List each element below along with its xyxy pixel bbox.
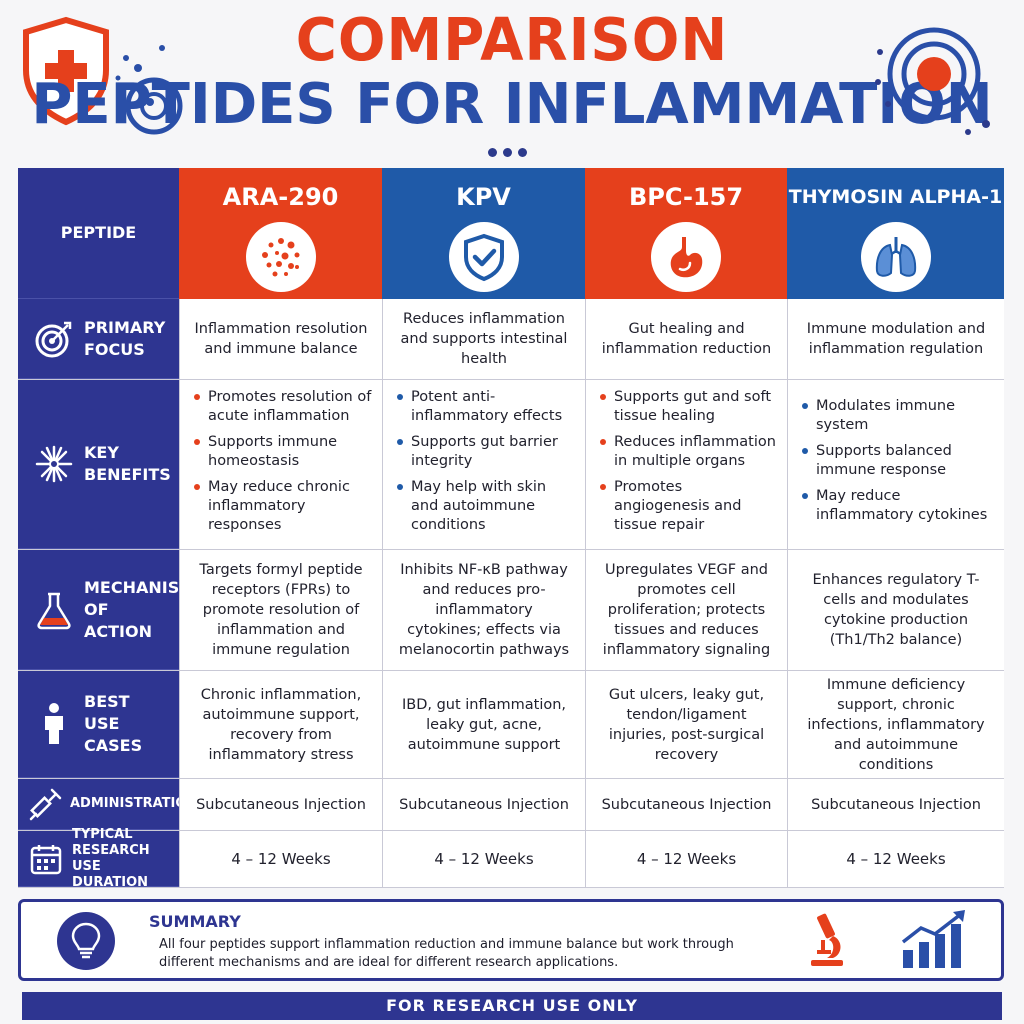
footer-banner: FOR RESEARCH USE ONLY — [22, 992, 1002, 1020]
key-benefits-thymosin: Modulates immune system Supports balance… — [787, 380, 1004, 549]
list-item: May reduce inflammatory cytokines — [800, 487, 996, 525]
best-use-bpc157: Gut ulcers, leaky gut, tendon/ligament i… — [585, 671, 787, 778]
corner-label-text: PEPTIDE — [60, 223, 137, 242]
duration-ara290: 4 – 12 Weeks — [179, 831, 382, 887]
list-item: Supports balanced immune response — [800, 442, 996, 480]
list-item: Modulates immune system — [800, 397, 996, 435]
medical-shield-icon — [23, 16, 183, 135]
row-label-text: KEY BENEFITS — [84, 443, 171, 484]
list-item: Reduces inflammation in multiple organs — [598, 433, 779, 471]
title-line-1: COMPARISON — [295, 6, 729, 75]
growth-chart-icon — [901, 910, 965, 968]
primary-focus-bpc157: Gut healing and inflammation reduction — [585, 299, 787, 379]
list-item: Promotes resolution of acute inflammatio… — [192, 388, 374, 426]
peptide-name: THYMOSIN ALPHA-1 — [788, 186, 1003, 208]
peptide-name: BPC-157 — [628, 183, 744, 211]
primary-focus-thymosin: Immune modulation and inflammation regul… — [787, 299, 1004, 379]
duration-thymosin: 4 – 12 Weeks — [787, 831, 1004, 887]
peptide-name: KPV — [456, 183, 511, 211]
row-label-key-benefits: KEY BENEFITS — [18, 380, 179, 549]
row-label-mechanism: MECHANISM OF ACTION — [18, 550, 196, 670]
decorative-dots-icon — [488, 142, 536, 157]
calendar-icon — [28, 842, 64, 876]
administration-thymosin: Subcutaneous Injection — [787, 779, 1004, 830]
burst-icon — [32, 444, 76, 484]
row-duration: TYPICAL RESEARCH USE DURATION 4 – 12 Wee… — [18, 827, 1004, 890]
primary-focus-kpv: Reduces inflammation and supports intest… — [382, 299, 585, 379]
best-use-ara290: Chronic inflammation, autoimmune support… — [179, 671, 382, 778]
list-item: May reduce chronic inflammatory response… — [192, 478, 374, 535]
syringe-icon — [28, 786, 64, 822]
key-benefits-bpc157: Supports gut and soft tissue healing Red… — [585, 380, 787, 549]
comparison-table: PEPTIDE ARA-290 KPV — [18, 168, 1004, 890]
list-item: Supports immune homeostasis — [192, 433, 374, 471]
primary-focus-ara290: Inflammation resolution and immune balan… — [179, 299, 382, 379]
peptide-header-kpv: KPV — [382, 168, 585, 299]
table-header-row: PEPTIDE ARA-290 KPV — [18, 168, 1004, 299]
row-label-text: MECHANISM OF ACTION — [84, 577, 196, 641]
row-label-text: TYPICAL RESEARCH USE DURATION — [72, 826, 150, 890]
peptide-header-ara290: ARA-290 — [179, 168, 382, 299]
duration-bpc157: 4 – 12 Weeks — [585, 831, 787, 887]
best-use-kpv: IBD, gut inflammation, leaky gut, acne, … — [382, 671, 585, 778]
row-label-text: ADMINISTRATION — [70, 796, 198, 811]
stomach-icon — [651, 222, 721, 292]
row-primary-focus: PRIMARY FOCUS Inflammation resolution an… — [18, 299, 1004, 380]
row-best-use: BEST USE CASES Chronic inflammation, aut… — [18, 671, 1004, 779]
target-rings-icon — [875, 27, 990, 135]
row-label-best-use: BEST USE CASES — [18, 671, 179, 778]
mechanism-kpv: Inhibits NF-κB pathway and reduces pro-i… — [382, 550, 585, 670]
list-item: Supports gut barrier integrity — [395, 433, 577, 471]
administration-bpc157: Subcutaneous Injection — [585, 779, 787, 830]
microscope-icon — [811, 913, 843, 966]
shield-check-icon — [448, 222, 519, 292]
administration-kpv: Subcutaneous Injection — [382, 779, 585, 830]
title-line-2: PEPTIDES FOR INFLAMMATION — [31, 72, 993, 137]
cells-icon — [245, 222, 316, 292]
corner-label: PEPTIDE — [18, 168, 179, 299]
summary-box: SUMMARY All four peptides support inflam… — [18, 899, 1004, 981]
header: COMPARISON PEPTIDES FOR INFLAMMATION — [0, 0, 1024, 168]
row-label-text: BEST USE CASES — [84, 692, 143, 755]
duration-kpv: 4 – 12 Weeks — [382, 831, 585, 887]
list-item: May help with skin and autoimmune condit… — [395, 478, 577, 535]
row-label-duration: TYPICAL RESEARCH USE DURATION — [18, 827, 179, 890]
row-label-primary-focus: PRIMARY FOCUS — [18, 299, 179, 379]
lightbulb-icon — [57, 912, 115, 970]
row-label-administration: ADMINISTRATION — [18, 779, 197, 830]
row-key-benefits: KEY BENEFITS Promotes resolution of acut… — [18, 380, 1004, 550]
summary-text: All four peptides support inflammation r… — [159, 937, 734, 970]
flask-icon — [32, 590, 76, 630]
peptide-header-thymosin: THYMOSIN ALPHA-1 — [787, 168, 1004, 299]
peptide-name: ARA-290 — [222, 183, 339, 211]
lungs-icon — [860, 222, 931, 292]
key-benefits-ara290: Promotes resolution of acute inflammatio… — [179, 380, 382, 549]
mechanism-ara290: Targets formyl peptide receptors (FPRs) … — [179, 550, 382, 670]
row-administration: ADMINISTRATION Subcutaneous Injection Su… — [18, 779, 1004, 831]
list-item: Promotes angiogenesis and tissue repair — [598, 478, 779, 535]
person-icon — [32, 702, 76, 746]
mechanism-bpc157: Upregulates VEGF and promotes cell proli… — [585, 550, 787, 670]
row-mechanism: MECHANISM OF ACTION Targets formyl pepti… — [18, 550, 1004, 671]
target-icon — [32, 319, 76, 359]
list-item: Supports gut and soft tissue healing — [598, 388, 779, 426]
key-benefits-kpv: Potent anti-inflammatory effects Support… — [382, 380, 585, 549]
peptide-header-bpc157: BPC-157 — [585, 168, 787, 299]
best-use-thymosin: Immune deficiency support, chronic infec… — [787, 671, 1004, 778]
administration-ara290: Subcutaneous Injection — [179, 779, 382, 830]
mechanism-thymosin: Enhances regulatory T-cells and modulate… — [787, 550, 1004, 670]
row-label-text: PRIMARY FOCUS — [84, 317, 166, 359]
list-item: Potent anti-inflammatory effects — [395, 388, 577, 426]
summary-title: SUMMARY — [149, 912, 241, 931]
